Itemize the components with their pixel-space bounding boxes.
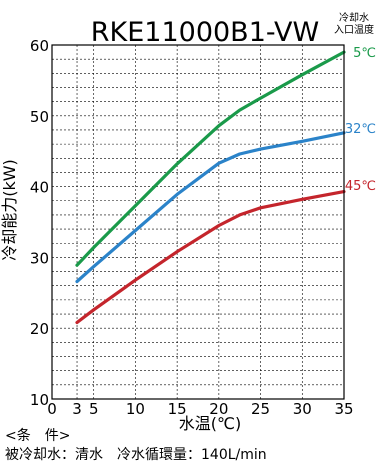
series-lines (75, 50, 346, 325)
grid (52, 45, 344, 399)
series-line-1 (75, 131, 346, 284)
y-axis-label: 冷却能力(kW) (0, 159, 19, 261)
y-tick-label: 10 (30, 391, 49, 409)
y-tick-label: 20 (30, 320, 49, 338)
x-tick-label: 15 (168, 400, 187, 418)
conditions-line: 被冷却水：清水 冷水循環量：140L/min (5, 447, 267, 463)
x-tick-label: 35 (334, 400, 353, 418)
conditions-header: <条 件> (5, 427, 70, 444)
x-tick-label: 0 (47, 400, 57, 418)
plot-frame (51, 44, 345, 400)
series-label: 5℃ (353, 46, 376, 61)
series-labels: 5℃ 32℃ 45℃ (345, 46, 376, 194)
y-tick-label: 50 (30, 108, 49, 126)
y-tick-label: 60 (30, 37, 49, 55)
x-axis-label: 水温(℃) (179, 414, 241, 433)
series-label: 45℃ (345, 179, 376, 194)
x-tick-label: 5 (89, 400, 99, 418)
x-tick-label: 25 (251, 400, 270, 418)
x-tick-label: 20 (209, 400, 228, 418)
y-tick-label: 40 (30, 179, 49, 197)
series-label: 32℃ (345, 122, 376, 137)
legend-title-line-2: 入口温度 (334, 23, 374, 36)
x-tick-label: 3 (72, 400, 82, 418)
y-tick-label: 30 (30, 249, 49, 267)
legend-title-line-1: 冷却水 (339, 11, 369, 24)
chart-title: RKE11000B1-VW (91, 17, 319, 48)
x-tick-label: 10 (126, 400, 145, 418)
x-tick-label: 30 (293, 400, 312, 418)
series-line-2 (75, 190, 346, 325)
series-line-0 (75, 50, 346, 267)
